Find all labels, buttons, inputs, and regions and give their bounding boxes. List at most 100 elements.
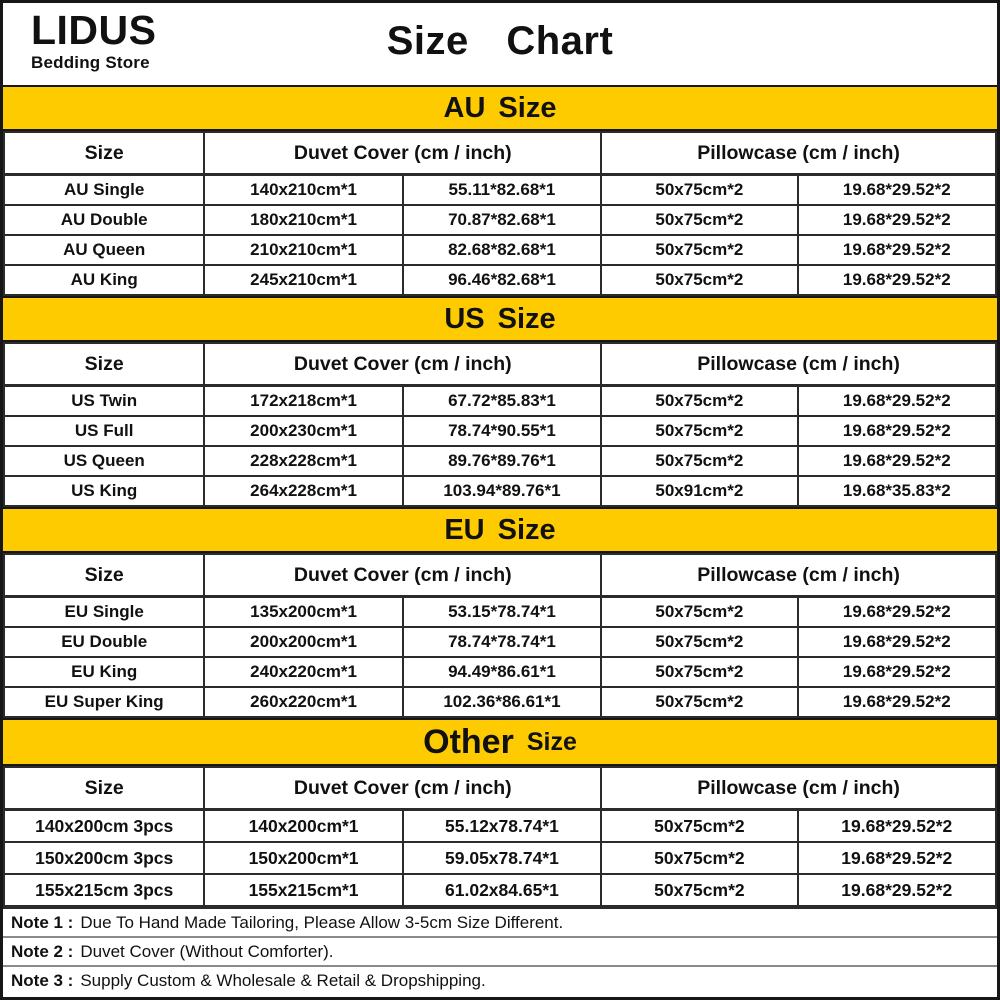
table-row: US King 264x228cm*1 103.94*89.76*1 50x91cm*…: [3, 475, 997, 507]
note-label: Note 1 :: [11, 912, 74, 932]
note-item: Note 2 : Duvet Cover (Without Comforter).: [3, 936, 997, 965]
section-banner-eu: EU Size: [3, 507, 997, 553]
size-table-us: Size Duvet Cover (cm / inch) Pillowcase (c…: [3, 342, 997, 507]
cell-pillowcase-cm: 50x75cm*2: [600, 445, 799, 477]
brand-name: LIDUS: [31, 7, 157, 53]
cell-pillowcase-inch: 19.68*29.52*2: [796, 384, 997, 417]
cell-pillowcase-inch: 19.68*29.52*2: [796, 595, 997, 628]
cell-size: 150x200cm 3pcs: [3, 841, 206, 875]
cell-size: EU Single: [3, 595, 206, 628]
cell-pillowcase-inch: 19.68*29.52*2: [796, 626, 997, 658]
column-header-row: Size Duvet Cover (cm / inch) Pillowcase (c…: [3, 342, 997, 387]
table-row: EU King 240x220cm*1 94.49*86.61*1 50x75cm*2…: [3, 656, 997, 688]
cell-pillowcase-cm: 50x75cm*2: [600, 415, 799, 447]
column-header-size: Size: [3, 553, 206, 598]
banner-label-primary: US: [444, 302, 485, 335]
column-header-pillowcase: Pillowcase (cm / inch): [600, 766, 997, 811]
column-header-row: Size Duvet Cover (cm / inch) Pillowcase (c…: [3, 131, 997, 176]
banner-label-secondary: Size: [498, 91, 557, 124]
table-row: 140x200cm 3pcs 140x200cm*1 55.12x78.74*1 50…: [3, 808, 997, 843]
cell-pillowcase-cm: 50x75cm*2: [600, 808, 799, 843]
banner-label-primary: EU: [444, 513, 485, 546]
cell-duvet-cm: 228x228cm*1: [203, 445, 404, 477]
cell-duvet-inch: 70.87*82.68*1: [401, 204, 603, 236]
section-us: US Size Size Duvet Cover (cm / inch) Pillowc…: [3, 296, 997, 507]
note-label: Note 2 :: [11, 941, 74, 961]
cell-duvet-cm: 155x215cm*1: [203, 873, 404, 907]
cell-pillowcase-inch: 19.68*29.52*2: [796, 445, 997, 477]
cell-duvet-inch: 96.46*82.68*1: [401, 264, 603, 296]
cell-pillowcase-cm: 50x75cm*2: [600, 264, 799, 296]
cell-duvet-cm: 150x200cm*1: [203, 841, 404, 875]
size-table-other: Size Duvet Cover (cm / inch) Pillowcase (c…: [3, 766, 997, 907]
note-item: Note 3 : Supply Custom & Wholesale & Reta…: [3, 965, 997, 994]
column-header-row: Size Duvet Cover (cm / inch) Pillowcase (c…: [3, 553, 997, 598]
table-row: EU Double 200x200cm*1 78.74*78.74*1 50x75cm…: [3, 626, 997, 658]
banner-label-secondary: Size: [526, 727, 577, 756]
cell-pillowcase-cm: 50x75cm*2: [600, 873, 799, 907]
cell-pillowcase-inch: 19.68*29.52*2: [796, 873, 997, 907]
cell-duvet-inch: 78.74*90.55*1: [401, 415, 603, 447]
cell-duvet-inch: 82.68*82.68*1: [401, 234, 603, 266]
column-header-duvet-cover: Duvet Cover (cm / inch): [203, 553, 603, 598]
cell-pillowcase-inch: 19.68*29.52*2: [796, 656, 997, 688]
table-row: EU Single 135x200cm*1 53.15*78.74*1 50x75cm…: [3, 595, 997, 628]
cell-pillowcase-inch: 19.68*35.83*2: [796, 475, 997, 507]
cell-pillowcase-cm: 50x75cm*2: [600, 595, 799, 628]
cell-pillowcase-cm: 50x75cm*2: [600, 841, 799, 875]
cell-duvet-cm: 240x220cm*1: [203, 656, 404, 688]
size-table-au: Size Duvet Cover (cm / inch) Pillowcase (c…: [3, 131, 997, 296]
cell-pillowcase-inch: 19.68*29.52*2: [796, 204, 997, 236]
cell-pillowcase-inch: 19.68*29.52*2: [796, 686, 997, 718]
cell-size: US Full: [3, 415, 206, 447]
cell-duvet-cm: 245x210cm*1: [203, 264, 404, 296]
cell-duvet-inch: 55.12x78.74*1: [401, 808, 603, 843]
cell-duvet-cm: 264x228cm*1: [203, 475, 404, 507]
note-label: Note 3 :: [11, 970, 74, 990]
note-item: Note 1 : Due To Hand Made Tailoring, Plea…: [3, 907, 997, 936]
column-header-pillowcase: Pillowcase (cm / inch): [600, 342, 997, 387]
table-row: EU Super King 260x220cm*1 102.36*86.61*1 50…: [3, 686, 997, 718]
cell-pillowcase-inch: 19.68*29.52*2: [796, 173, 997, 206]
cell-duvet-inch: 102.36*86.61*1: [401, 686, 603, 718]
cell-pillowcase-cm: 50x75cm*2: [600, 626, 799, 658]
section-eu: EU Size Size Duvet Cover (cm / inch) Pillowc…: [3, 507, 997, 718]
cell-duvet-inch: 55.11*82.68*1: [401, 173, 603, 206]
brand-tagline: Bedding Store: [31, 53, 150, 72]
table-row: US Queen 228x228cm*1 89.76*89.76*1 50x75cm*…: [3, 445, 997, 477]
column-header-duvet-cover: Duvet Cover (cm / inch): [203, 342, 603, 387]
cell-duvet-inch: 89.76*89.76*1: [401, 445, 603, 477]
cell-duvet-inch: 94.49*86.61*1: [401, 656, 603, 688]
cell-duvet-cm: 200x230cm*1: [203, 415, 404, 447]
cell-size: AU Double: [3, 204, 206, 236]
cell-pillowcase-cm: 50x91cm*2: [600, 475, 799, 507]
column-header-pillowcase: Pillowcase (cm / inch): [600, 553, 997, 598]
sections-container: AU Size Size Duvet Cover (cm / inch) Pillowc…: [3, 85, 997, 907]
column-header-pillowcase: Pillowcase (cm / inch): [600, 131, 997, 176]
section-banner-other: Other Size: [3, 718, 997, 766]
cell-duvet-cm: 140x210cm*1: [203, 173, 404, 206]
cell-size: EU King: [3, 656, 206, 688]
cell-size: US Twin: [3, 384, 206, 417]
cell-size: AU Queen: [3, 234, 206, 266]
cell-size: EU Double: [3, 626, 206, 658]
cell-duvet-inch: 103.94*89.76*1: [401, 475, 603, 507]
cell-duvet-inch: 61.02x84.65*1: [401, 873, 603, 907]
cell-pillowcase-inch: 19.68*29.52*2: [796, 415, 997, 447]
cell-duvet-cm: 180x210cm*1: [203, 204, 404, 236]
cell-duvet-inch: 59.05x78.74*1: [401, 841, 603, 875]
cell-pillowcase-cm: 50x75cm*2: [600, 204, 799, 236]
brand-logo: LIDUS Bedding Store: [31, 7, 157, 72]
column-header-duvet-cover: Duvet Cover (cm / inch): [203, 131, 603, 176]
cell-size: EU Super King: [3, 686, 206, 718]
table-row: US Twin 172x218cm*1 67.72*85.83*1 50x75cm*2…: [3, 384, 997, 417]
column-header-size: Size: [3, 342, 206, 387]
table-row: AU Double 180x210cm*1 70.87*82.68*1 50x75cm…: [3, 204, 997, 236]
cell-size: US Queen: [3, 445, 206, 477]
column-header-size: Size: [3, 131, 206, 176]
cell-pillowcase-cm: 50x75cm*2: [600, 686, 799, 718]
cell-duvet-cm: 140x200cm*1: [203, 808, 404, 843]
header: LIDUS Bedding Store Size Chart: [3, 3, 997, 85]
cell-size: US King: [3, 475, 206, 507]
